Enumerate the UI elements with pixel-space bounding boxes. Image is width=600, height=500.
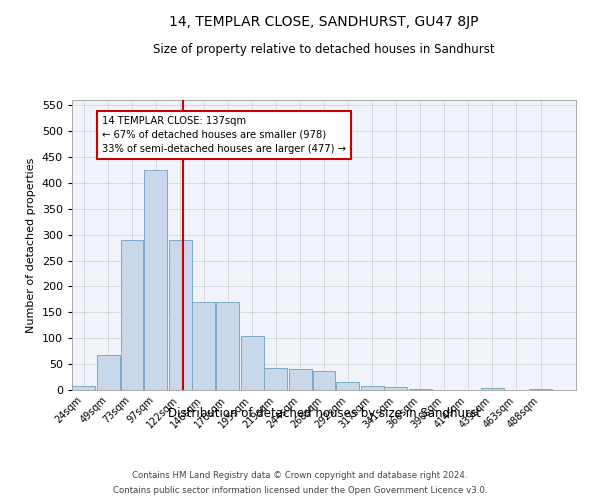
- Bar: [265, 368, 287, 390]
- Bar: [169, 240, 192, 390]
- Bar: [97, 355, 120, 390]
- Bar: [336, 382, 359, 390]
- Bar: [289, 370, 312, 390]
- Bar: [241, 336, 263, 390]
- Bar: [409, 389, 432, 390]
- Bar: [193, 302, 215, 390]
- Bar: [529, 389, 552, 390]
- Text: 14 TEMPLAR CLOSE: 137sqm
← 67% of detached houses are smaller (978)
33% of semi-: 14 TEMPLAR CLOSE: 137sqm ← 67% of detach…: [101, 116, 346, 154]
- Bar: [121, 240, 143, 390]
- Bar: [385, 388, 407, 390]
- Text: Distribution of detached houses by size in Sandhurst: Distribution of detached houses by size …: [167, 408, 481, 420]
- Text: Size of property relative to detached houses in Sandhurst: Size of property relative to detached ho…: [153, 42, 495, 56]
- Bar: [481, 388, 504, 390]
- Bar: [313, 371, 335, 390]
- Bar: [73, 386, 95, 390]
- Bar: [361, 386, 383, 390]
- Text: 14, TEMPLAR CLOSE, SANDHURST, GU47 8JP: 14, TEMPLAR CLOSE, SANDHURST, GU47 8JP: [169, 15, 479, 29]
- Bar: [216, 302, 239, 390]
- Text: Contains public sector information licensed under the Open Government Licence v3: Contains public sector information licen…: [113, 486, 487, 495]
- Y-axis label: Number of detached properties: Number of detached properties: [26, 158, 36, 332]
- Bar: [144, 170, 167, 390]
- Text: Contains HM Land Registry data © Crown copyright and database right 2024.: Contains HM Land Registry data © Crown c…: [132, 471, 468, 480]
